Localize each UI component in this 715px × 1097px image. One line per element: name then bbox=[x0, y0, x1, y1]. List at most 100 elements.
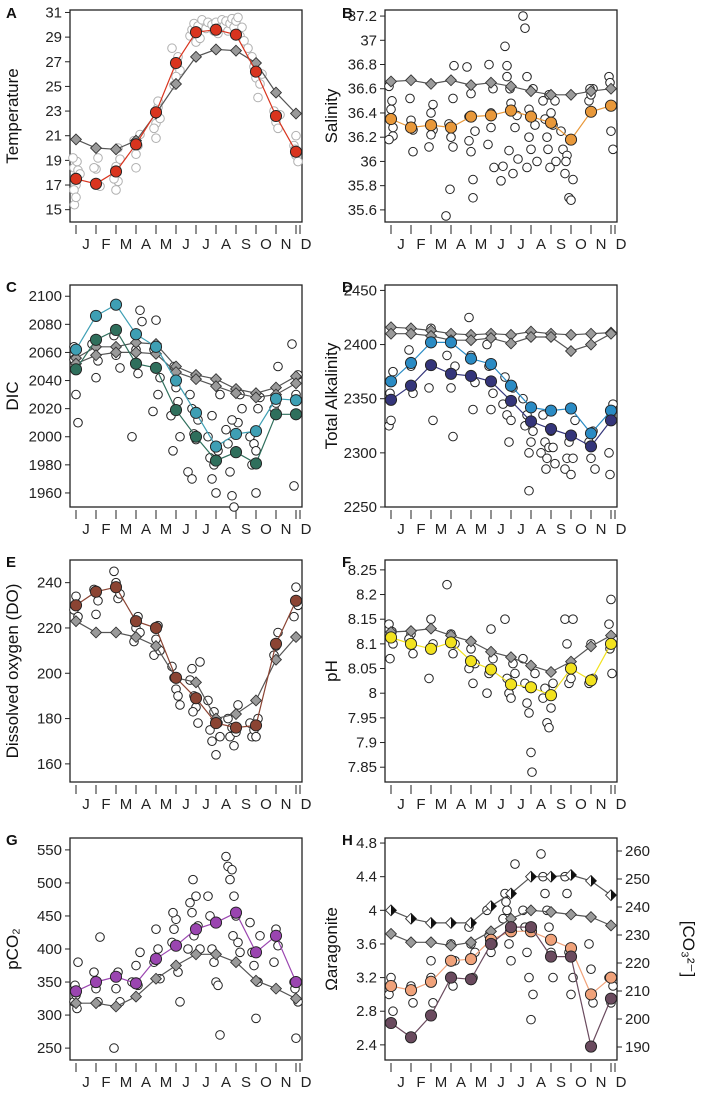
panel-letter: F bbox=[342, 554, 351, 571]
series-point bbox=[504, 678, 518, 691]
observation-point bbox=[183, 467, 193, 477]
observation-point bbox=[249, 960, 259, 971]
observation-point bbox=[273, 361, 283, 372]
series-diamond bbox=[484, 76, 498, 89]
x-tick-label: D bbox=[616, 796, 627, 813]
observation-point bbox=[233, 12, 243, 23]
series-point bbox=[249, 719, 263, 732]
series-diamond-half bbox=[391, 904, 397, 916]
series-diamond-half bbox=[411, 913, 417, 925]
observation-point bbox=[568, 614, 578, 625]
observation-point bbox=[560, 614, 570, 625]
observation-point bbox=[513, 154, 523, 164]
x-tick-label: J bbox=[182, 1074, 190, 1091]
observation-point bbox=[73, 417, 83, 428]
plot-frame bbox=[384, 9, 618, 223]
observation-point bbox=[526, 144, 536, 155]
y-axis-label: Temperature bbox=[3, 68, 22, 163]
y2-tick-label: 190 bbox=[625, 1039, 650, 1056]
observation-point bbox=[221, 424, 231, 435]
observation-point bbox=[441, 211, 451, 221]
y-axis-label: pCO₂ bbox=[3, 928, 22, 970]
x-tick-label: F bbox=[416, 521, 425, 538]
y-tick-label: 1960 bbox=[29, 485, 62, 502]
y-tick-label: 35.6 bbox=[348, 202, 377, 219]
series-diamond bbox=[69, 133, 83, 146]
series-diamond bbox=[524, 659, 538, 672]
observation-point bbox=[228, 930, 238, 941]
observation-point bbox=[468, 404, 478, 415]
series-point bbox=[169, 374, 183, 387]
observation-point bbox=[175, 997, 185, 1007]
series-point bbox=[544, 116, 558, 129]
series-point bbox=[189, 923, 203, 936]
series-point bbox=[544, 404, 558, 417]
y-tick-label: 2400 bbox=[344, 337, 377, 354]
series-point bbox=[229, 427, 243, 440]
observation-point bbox=[169, 924, 179, 934]
series-point bbox=[604, 414, 618, 427]
observation-point bbox=[608, 144, 618, 155]
series-point bbox=[89, 309, 103, 322]
observation-point bbox=[255, 930, 265, 941]
observation-point bbox=[590, 464, 600, 474]
y-tick-label: 8.15 bbox=[348, 611, 377, 628]
series-point bbox=[209, 440, 223, 453]
series-diamond-half bbox=[551, 871, 557, 883]
observation-point bbox=[524, 708, 534, 718]
x-tick-label: J bbox=[397, 236, 405, 253]
observation-point bbox=[191, 891, 201, 901]
observation-point bbox=[424, 383, 434, 393]
y-tick-label: 36.8 bbox=[348, 57, 377, 74]
observation-point bbox=[426, 129, 436, 140]
observation-point bbox=[269, 957, 279, 968]
x-tick-label: O bbox=[260, 236, 272, 253]
series-point bbox=[69, 985, 83, 998]
observation-point bbox=[426, 108, 436, 118]
series-point bbox=[464, 973, 478, 986]
series-point bbox=[524, 681, 538, 694]
observation-point bbox=[227, 490, 237, 501]
observation-point bbox=[500, 614, 510, 625]
x-tick-label: J bbox=[497, 236, 505, 253]
x-tick-label: F bbox=[101, 236, 110, 253]
observation-point bbox=[173, 691, 183, 701]
y-tick-label: 36.6 bbox=[348, 81, 377, 98]
observation-point bbox=[168, 907, 178, 918]
plot-frame bbox=[69, 559, 303, 783]
x-tick-label: J bbox=[82, 796, 90, 813]
observation-point bbox=[225, 874, 235, 885]
series-diamond bbox=[404, 327, 418, 340]
observation-point bbox=[448, 648, 458, 659]
series-point bbox=[604, 971, 618, 984]
series-point bbox=[189, 430, 203, 443]
series-diamond bbox=[89, 626, 103, 639]
observation-point bbox=[193, 718, 203, 728]
observation-point bbox=[445, 184, 455, 195]
x-tick-label: J bbox=[82, 236, 90, 253]
y-tick-label: 8 bbox=[369, 685, 377, 702]
observation-point bbox=[586, 964, 596, 974]
x-tick-label: D bbox=[301, 796, 312, 813]
series-diamond-half bbox=[611, 889, 617, 901]
series-diamond bbox=[189, 50, 203, 63]
observation-point bbox=[151, 315, 161, 325]
x-tick-label: F bbox=[416, 796, 425, 813]
observation-point bbox=[251, 1013, 261, 1024]
panel-letter: E bbox=[6, 554, 16, 571]
series-diamond bbox=[289, 377, 303, 390]
series-point bbox=[249, 457, 263, 470]
observation-point bbox=[527, 767, 537, 777]
y-tick-label: 35.8 bbox=[348, 178, 377, 195]
observation-point bbox=[502, 71, 512, 82]
x-tick-label: A bbox=[456, 521, 466, 538]
x-tick-label: A bbox=[536, 796, 546, 813]
x-tick-label: D bbox=[616, 1074, 627, 1091]
series-diamond-half bbox=[431, 917, 437, 929]
y-tick-label: 2060 bbox=[29, 344, 62, 361]
series-point bbox=[69, 343, 83, 356]
observation-point bbox=[71, 389, 81, 400]
series-line bbox=[390, 636, 612, 696]
observation-point bbox=[89, 967, 99, 977]
observation-point bbox=[510, 668, 520, 679]
